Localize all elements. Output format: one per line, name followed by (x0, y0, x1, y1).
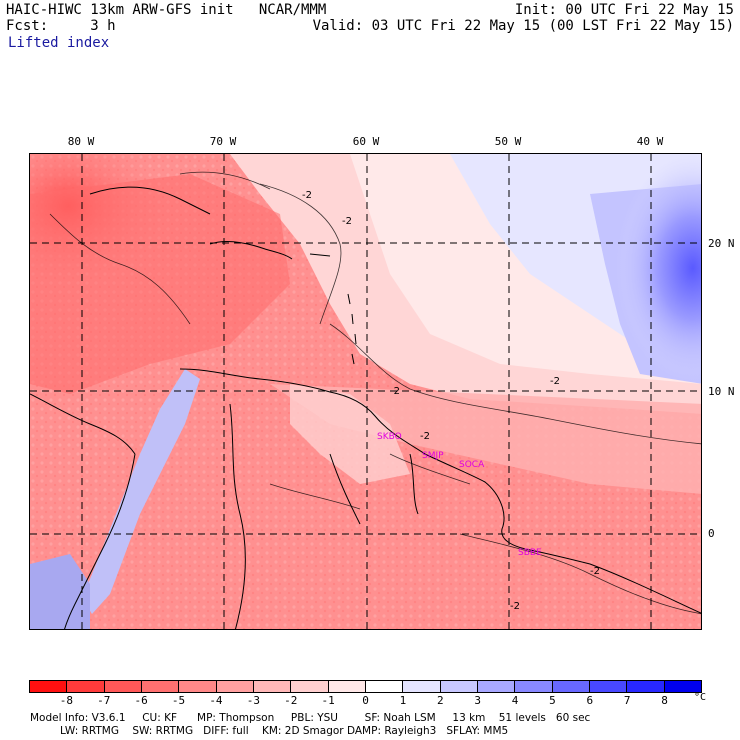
colorbar-tick-label: 7 (623, 694, 631, 707)
colorbar-swatch (104, 681, 142, 692)
lat-label-20n: 20 N (708, 237, 735, 250)
colorbar (29, 680, 702, 693)
colorbar-tick-label: 8 (661, 694, 668, 707)
model-info-line1: Model Info: V3.6.1 CU: KF MP: Thompson P… (30, 712, 591, 724)
contour-label: -2 (390, 386, 400, 397)
colorbar-tick-label: -5 (171, 694, 186, 707)
colorbar-swatch (328, 681, 366, 692)
contours (49, 171, 701, 615)
map-canvas: -2 -2 -2 -2 -2 -2 -2 (30, 154, 701, 629)
contour-label: -2 (510, 601, 520, 612)
colorbar-tick-label: -1 (321, 694, 335, 707)
colorbar-tick-label: 5 (549, 694, 556, 707)
colorbar-swatch (179, 681, 217, 692)
lon-label-50w: 50 W (494, 135, 522, 148)
init-time: Init: 00 UTC Fri 22 May 15 (514, 2, 734, 18)
station-skbo: SKBO (377, 432, 402, 442)
contour-label-group: -2 -2 -2 -2 -2 -2 -2 (302, 190, 600, 612)
field-pacific-blue (30, 554, 90, 629)
field-guiana-pale (290, 384, 410, 484)
colorbar-swatch (627, 681, 665, 692)
coastlines (30, 186, 701, 629)
lat-lon-grid (30, 154, 701, 629)
colorbar-swatch (515, 681, 553, 692)
lifted-index-map: -2 -2 -2 -2 -2 -2 -2 (29, 153, 702, 630)
lon-label-80w: 80 W (67, 135, 95, 148)
lon-label-40w: 40 W (636, 135, 664, 148)
colorbar-swatch (477, 681, 516, 692)
colorbar-swatch (552, 681, 590, 692)
contour-label: -2 (342, 216, 352, 227)
colorbar-swatch (440, 681, 478, 692)
lon-label-60w: 60 W (352, 135, 380, 148)
station-soca: SOCA (459, 460, 485, 470)
colorbar-tick-label: 0 (362, 694, 369, 707)
lon-label-70w: 70 W (209, 135, 237, 148)
contour-label: -2 (302, 190, 312, 201)
colorbar-swatch (141, 681, 180, 692)
lat-label-0: 0 (708, 527, 715, 540)
colorbar-tick-label: -3 (246, 694, 260, 707)
colorbar-unit: °C (694, 692, 707, 703)
forecast-hour: Fcst: 3 h (6, 18, 116, 34)
colorbar-tick-label: 6 (586, 694, 594, 707)
colorbar-tick-label: 4 (511, 694, 519, 707)
colorbar-tick-label: -4 (209, 694, 223, 707)
contour-label: -2 (550, 376, 560, 387)
colorbar-tick-label: 3 (474, 694, 481, 707)
colorbar-swatch (664, 681, 701, 692)
colorbar-tick-label: 2 (436, 694, 444, 707)
colorbar-swatch (67, 681, 105, 692)
station-sbbe: SBBE (518, 548, 542, 558)
lat-label-10n: 10 N (708, 385, 735, 398)
contour-label: -2 (590, 566, 600, 577)
colorbar-swatch (253, 681, 292, 692)
field-andes (82, 369, 200, 614)
field-red-core (30, 174, 290, 394)
colorbar-tick-label: -6 (134, 694, 148, 707)
colorbar-tick-label: 1 (399, 694, 407, 707)
valid-time: Valid: 03 UTC Fri 22 May 15 (00 LST Fri … (312, 18, 734, 34)
model-info-line2: LW: RRTMG SW: RRTMG DIFF: full KM: 2D Sm… (30, 725, 509, 737)
field-name: Lifted index (8, 35, 110, 51)
contour-label: -2 (420, 431, 430, 442)
colorbar-tick-label: -7 (97, 694, 111, 707)
colorbar-swatch (216, 681, 254, 692)
colorbar-swatch (589, 681, 628, 692)
colorbar-swatch (403, 681, 441, 692)
colorbar-swatch (365, 681, 404, 692)
colorbar-tick-label: -2 (284, 694, 298, 707)
station-smjp: SMJP (422, 451, 444, 461)
colorbar-swatch (291, 681, 329, 692)
model-title: HAIC-HIWC 13km ARW-GFS init NCAR/MMM (6, 2, 327, 18)
colorbar-swatch (30, 681, 68, 692)
colorbar-tick-label: -8 (59, 694, 73, 707)
field-mid-band (270, 384, 701, 494)
